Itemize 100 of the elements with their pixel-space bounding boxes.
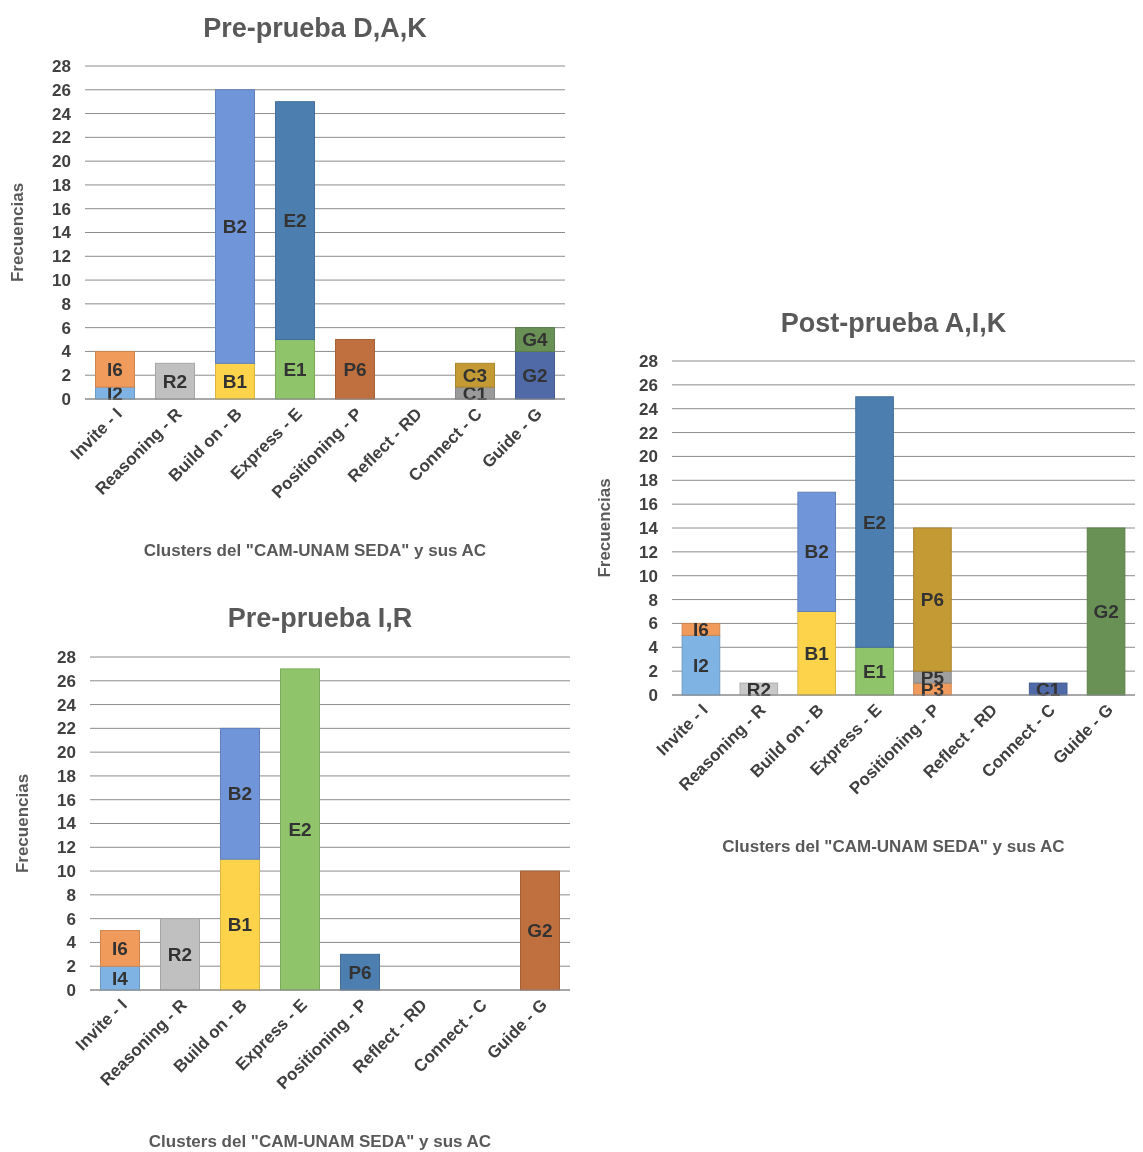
y-tick-label: 2	[66, 957, 76, 977]
y-tick-label: 14	[639, 518, 659, 538]
y-tick-label: 22	[57, 719, 76, 739]
data-label: P6	[343, 358, 367, 380]
y-tick-label: 4	[61, 342, 72, 362]
y-tick-label: 26	[52, 80, 71, 100]
y-tick-label: 28	[57, 647, 76, 667]
bar	[95, 350, 135, 388]
y-tick-label: 12	[639, 542, 658, 562]
data-label: B1	[222, 370, 248, 392]
x-axis-title: Clusters del "CAM-UNAM SEDA" y sus AC	[143, 541, 487, 560]
bar	[335, 339, 375, 400]
data-label: I4	[112, 967, 129, 989]
y-tick-label: 16	[639, 495, 658, 515]
chart-title: Post-prueba A,I,K	[780, 308, 1007, 338]
y-tick-label: 4	[66, 933, 77, 953]
y-tick-label: 8	[66, 885, 76, 905]
data-label: E2	[283, 210, 307, 232]
y-tick-label: 18	[52, 175, 71, 195]
y-tick-label: 12	[52, 247, 71, 267]
y-tick-label: 28	[52, 56, 71, 76]
data-label: B1	[804, 642, 830, 664]
y-tick-label: 24	[52, 104, 72, 124]
data-label: P6	[920, 589, 945, 611]
y-tick-label: 6	[61, 318, 71, 338]
y-tick-label: 14	[52, 223, 72, 243]
data-label: P6	[348, 961, 372, 983]
y-tick-label: 0	[61, 389, 71, 409]
data-label: I6	[112, 937, 128, 959]
data-label: R2	[746, 678, 771, 700]
bar	[797, 611, 836, 696]
y-tick-label: 10	[52, 271, 71, 291]
y-tick-label: 2	[648, 662, 658, 682]
data-label: E1	[283, 358, 308, 380]
data-label: G4	[522, 329, 549, 351]
y-tick-label: 10	[639, 566, 658, 586]
y-tick-label: 20	[639, 447, 658, 467]
y-tick-label: 26	[639, 375, 658, 395]
bar	[797, 491, 836, 612]
y-axis-title: Frecuencias	[13, 773, 32, 874]
y-tick-label: 4	[648, 638, 659, 658]
y-tick-label: 8	[61, 294, 71, 314]
y-tick-label: 10	[57, 862, 76, 882]
bar	[275, 101, 315, 341]
bar	[1086, 527, 1126, 696]
bar	[681, 634, 721, 696]
y-tick-label: 20	[57, 743, 76, 763]
y-tick-label: 8	[648, 590, 658, 610]
bar	[275, 339, 315, 400]
data-label: G2	[1093, 601, 1119, 622]
data-label: I6	[693, 618, 709, 640]
bar	[160, 918, 200, 991]
y-axis-title: Frecuencias	[595, 478, 614, 578]
y-tick-label: 28	[639, 351, 658, 371]
y-tick-label: 22	[639, 423, 658, 443]
data-label: E2	[288, 818, 312, 840]
data-label: R2	[162, 370, 188, 392]
y-tick-label: 24	[57, 695, 77, 715]
y-tick-label: 6	[648, 614, 658, 634]
bar	[100, 930, 140, 967]
y-tick-label: 26	[57, 671, 76, 691]
bar	[913, 527, 952, 672]
y-tick-label: 18	[639, 471, 658, 491]
y-tick-label: 22	[52, 128, 71, 148]
x-axis-title: Clusters del "CAM-UNAM SEDA" y sus AC	[148, 1132, 492, 1151]
y-tick-label: 18	[57, 766, 76, 786]
y-tick-label: 0	[648, 685, 658, 705]
data-label: I2	[693, 654, 709, 676]
chart-title: Pre-prueba I,R	[227, 603, 413, 633]
data-label: G2	[522, 364, 548, 386]
data-label: B2	[227, 783, 253, 805]
bar	[215, 89, 255, 364]
bar	[220, 727, 260, 860]
y-tick-label: 2	[61, 366, 71, 386]
data-label: E2	[862, 511, 887, 533]
bar	[855, 646, 894, 696]
data-label: E1	[862, 660, 887, 682]
data-label: B2	[222, 216, 248, 238]
data-label: C1	[1036, 678, 1061, 700]
y-tick-label: 24	[639, 399, 659, 419]
bar	[220, 858, 260, 991]
y-axis-title: Frecuencias	[8, 182, 27, 283]
y-tick-label: 16	[52, 199, 71, 219]
bar	[520, 870, 560, 991]
data-label: I2	[107, 382, 123, 404]
y-tick-label: 0	[66, 980, 76, 1000]
y-tick-label: 20	[52, 152, 71, 172]
data-label: G2	[527, 920, 553, 942]
data-label: B2	[804, 541, 829, 563]
chart-title: Pre-prueba D,A,K	[203, 13, 428, 43]
y-tick-label: 12	[57, 838, 76, 858]
y-tick-label: 6	[66, 909, 76, 929]
data-label: I6	[107, 358, 123, 380]
y-tick-label: 16	[57, 790, 76, 810]
y-tick-label: 14	[57, 814, 77, 834]
data-label: B1	[227, 914, 253, 936]
bar	[855, 396, 894, 648]
bar	[280, 668, 320, 991]
x-axis-title: Clusters del "CAM-UNAM SEDA" y sus AC	[722, 837, 1065, 856]
data-label: R2	[167, 943, 193, 965]
